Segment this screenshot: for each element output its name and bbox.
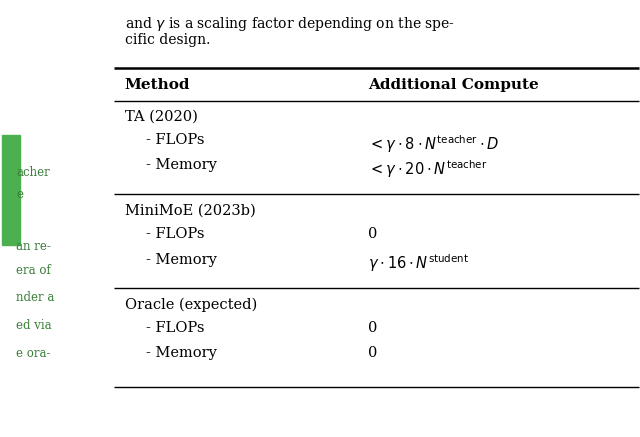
Text: Additional Compute: Additional Compute [368, 78, 539, 92]
Text: - FLOPs: - FLOPs [146, 227, 204, 241]
Text: Oracle (expected): Oracle (expected) [125, 297, 257, 312]
Text: nder a: nder a [16, 291, 54, 304]
Text: 0: 0 [368, 346, 378, 360]
Text: acher: acher [16, 166, 50, 179]
Text: $< \gamma \cdot 20 \cdot N^{\mathrm{teacher}}$: $< \gamma \cdot 20 \cdot N^{\mathrm{teac… [368, 158, 487, 180]
Text: ed via: ed via [16, 319, 52, 332]
Text: TA (2020): TA (2020) [125, 110, 198, 124]
Text: $< \gamma \cdot 8 \cdot N^{\mathrm{teacher}} \cdot D$: $< \gamma \cdot 8 \cdot N^{\mathrm{teach… [368, 133, 499, 155]
Text: - FLOPs: - FLOPs [146, 321, 204, 335]
Text: 0: 0 [368, 321, 378, 335]
Text: $\gamma \cdot 16 \cdot N^{\mathrm{student}}$: $\gamma \cdot 16 \cdot N^{\mathrm{studen… [368, 253, 469, 274]
Text: Method: Method [125, 78, 190, 92]
Text: MiniMoE (2023b): MiniMoE (2023b) [125, 203, 255, 217]
Text: era of: era of [16, 264, 51, 277]
Text: e: e [16, 188, 23, 201]
Text: cific design.: cific design. [125, 33, 210, 47]
Text: 0: 0 [368, 227, 378, 241]
Text: and $\gamma$ is a scaling factor depending on the spe-: and $\gamma$ is a scaling factor dependi… [125, 15, 455, 33]
Text: - Memory: - Memory [146, 253, 217, 267]
Text: - Memory: - Memory [146, 158, 217, 172]
Text: - FLOPs: - FLOPs [146, 133, 204, 147]
Text: - Memory: - Memory [146, 346, 217, 360]
Text: e ora-: e ora- [16, 347, 51, 361]
Text: an re-: an re- [16, 240, 51, 253]
Bar [2, 135, 20, 245]
